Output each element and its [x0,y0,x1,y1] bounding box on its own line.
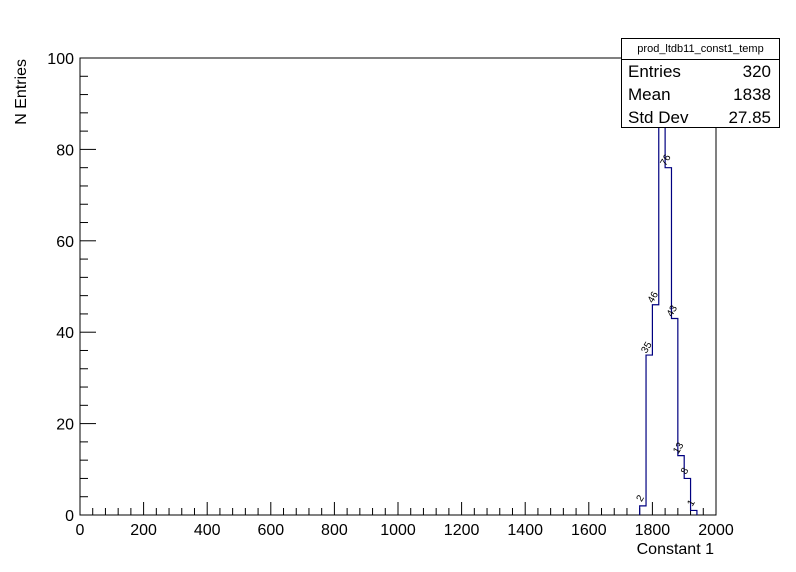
x-tick-label: 0 [76,522,85,539]
x-tick-label: 2000 [698,522,734,539]
y-tick-label: 100 [47,51,74,68]
histogram-bin [684,478,690,515]
bin-value-label: 8 [679,466,692,477]
y-tick-label: 0 [65,508,74,525]
stats-label: Entries [628,62,681,81]
x-tick-label: 1800 [635,522,671,539]
stats-value: 320 [742,62,771,81]
histogram-bin [652,305,658,515]
x-tick-label: 1600 [571,522,607,539]
stats-label: Mean [628,85,671,104]
stats-row-mean: Mean 1838 [622,83,779,106]
histogram-bin [691,510,697,515]
x-tick-label: 800 [321,522,348,539]
x-tick-label: 200 [130,522,157,539]
bin-value-label: 1 [685,498,698,509]
histogram-bin [671,318,677,515]
stats-value: 27.85 [728,108,771,127]
histogram-bin [678,456,684,515]
bin-value-label: 76 [659,152,674,168]
stats-box: prod_ltdb11_const1_temp Entries 320 Mean… [621,38,780,128]
stats-label: Std Dev [628,108,689,127]
bin-value-label: 35 [640,340,655,356]
stats-box-title: prod_ltdb11_const1_temp [622,39,779,60]
y-tick-label: 80 [56,142,74,159]
x-tick-label: 400 [194,522,221,539]
x-tick-label: 600 [257,522,284,539]
bin-value-labels: 2 35 46 76 43 13 8 1 [635,152,698,508]
bin-value-label: 13 [671,440,686,456]
bin-value-label: 46 [646,290,661,306]
histogram-bin [640,506,646,515]
x-tick-label: 1200 [444,522,480,539]
y-tick-label: 40 [56,325,74,342]
histogram-bin [665,168,671,515]
histogram-bin [646,355,652,515]
bin-value-label: 2 [635,493,648,504]
histogram-outline [639,57,698,515]
bin-value-label: 43 [665,303,680,319]
y-tick-label: 60 [56,234,74,251]
y-tick-label: 20 [56,417,74,434]
stats-row-entries: Entries 320 [622,60,779,83]
y-axis: 0 20 40 60 80 100 [47,51,96,525]
x-tick-label: 1000 [380,522,416,539]
x-tick-label: 1400 [507,522,543,539]
x-axis: 0 200 400 600 800 1000 1200 1400 1600 1800 2000 [76,502,734,539]
stats-row-std-dev: Std Dev 27.85 [622,106,779,129]
stats-value: 1838 [733,85,771,104]
x-axis-title: Constant 1 [637,541,714,558]
y-axis-title: N Entries [13,59,30,125]
